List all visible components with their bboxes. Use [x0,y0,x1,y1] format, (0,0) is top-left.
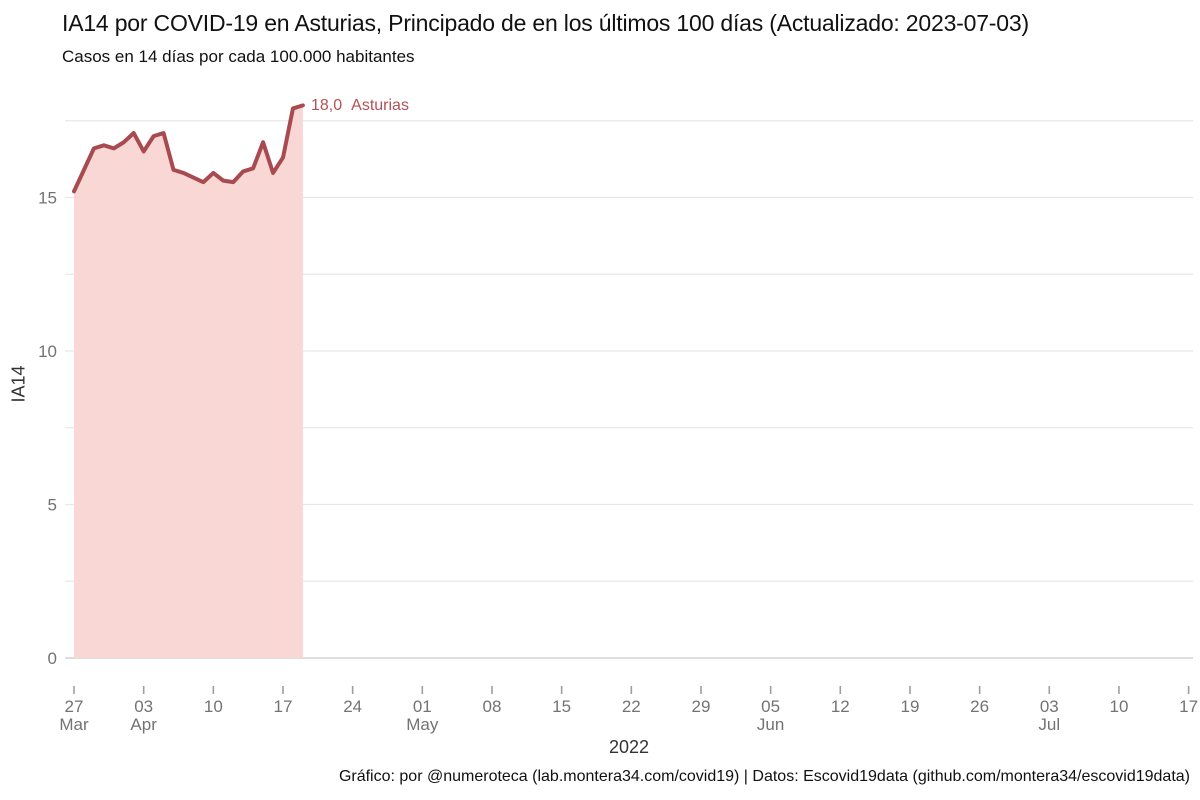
x-tick-label: 22 [622,697,641,716]
x-tick-label: 19 [901,697,920,716]
x-month-label: Jul [1038,715,1060,734]
x-tick-label: 26 [970,697,989,716]
x-tick-label: 27 [65,697,84,716]
x-tick-label: 24 [343,697,362,716]
y-tick-label: 10 [38,342,57,361]
x-tick-label: 10 [204,697,223,716]
x-month-label: Apr [130,715,157,734]
x-tick-label: 12 [831,697,850,716]
attribution-caption: Gráfico: por @numeroteca (lab.montera34.… [338,768,1190,785]
x-tick-label: 03 [134,697,153,716]
series-area [74,105,303,658]
y-tick-label: 5 [48,496,57,515]
x-month-label: May [406,715,439,734]
x-tick-label: 03 [1040,697,1059,716]
x-tick-label: 15 [552,697,571,716]
x-tick-label: 17 [274,697,293,716]
x-month-label: Mar [59,715,89,734]
x-tick-label: 29 [692,697,711,716]
x-tick-label: 05 [761,697,780,716]
series-end-label: 18,0 Asturias [311,96,409,115]
series-end-value: 18,0 [311,97,343,114]
x-tick-label: 10 [1109,697,1128,716]
series-name: Asturias [351,97,409,114]
y-tick-label: 0 [48,649,57,668]
x-axis-title: 2022 [608,737,650,757]
chart-subtitle: Casos en 14 días por cada 100.000 habita… [62,47,415,66]
x-tick-label: 17 [1179,697,1198,716]
series-line [72,103,305,194]
x-tick-label: 08 [483,697,502,716]
y-tick-label: 15 [38,189,57,208]
chart-title: IA14 por COVID-19 en Asturias, Principad… [62,10,1029,36]
x-tick-label: 01 [413,697,432,716]
x-month-label: Jun [757,715,784,734]
y-axis-title: IA14 [8,365,29,403]
